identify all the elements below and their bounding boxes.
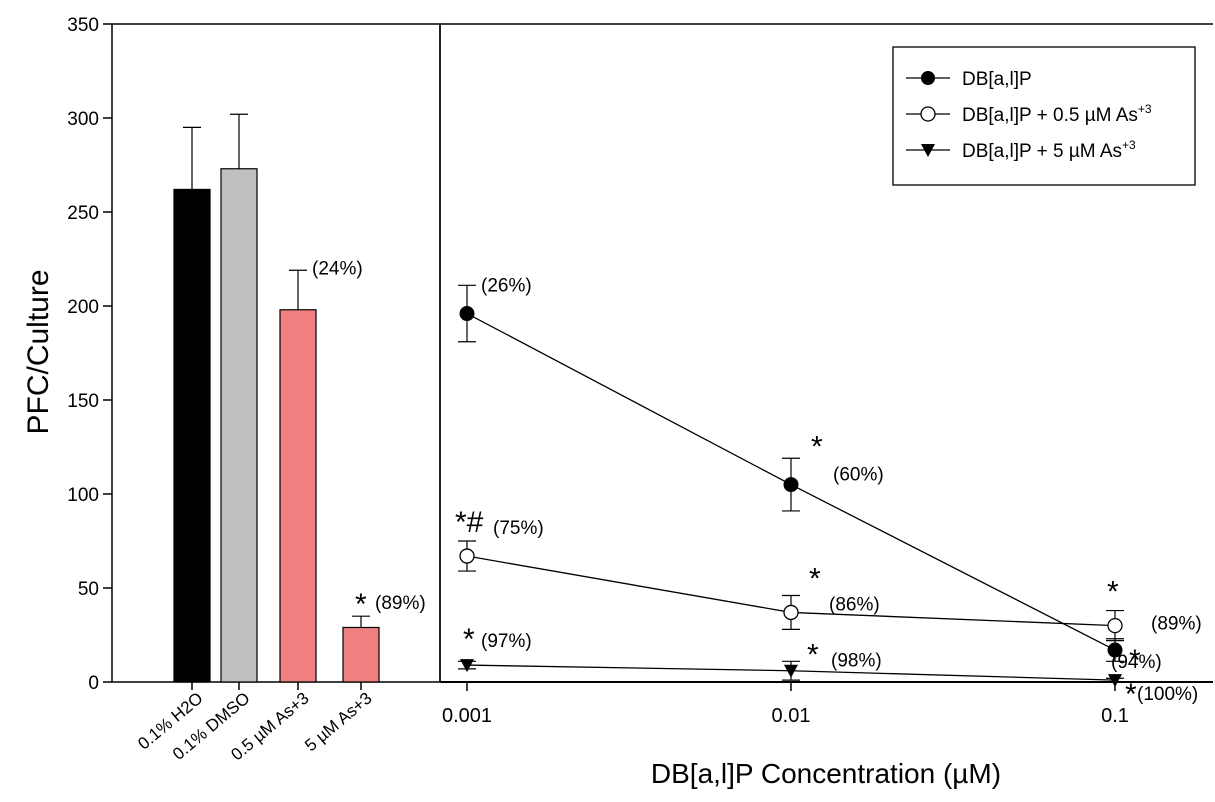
y-tick-label: 150: [67, 391, 99, 412]
percent-annotation: (89%): [1151, 614, 1202, 635]
y-tick-label: 200: [67, 297, 99, 318]
percent-annotation: (75%): [493, 518, 544, 539]
significance-marker: *#: [455, 506, 484, 539]
data-point: [459, 548, 475, 564]
percent-annotation: (98%): [831, 651, 882, 672]
data-point: [459, 306, 475, 322]
y-tick-label: 100: [67, 485, 99, 506]
significance-marker: *: [1107, 576, 1119, 609]
percent-annotation: (89%): [375, 593, 426, 614]
legend-label: DB[a,l]P: [962, 69, 1032, 90]
legend-label: DB[a,l]P + 0.5 µM As+3: [962, 102, 1152, 126]
x-tick-label: 0.001: [442, 705, 492, 727]
legend-marker: [920, 106, 936, 122]
x-tick-label: 5 µM As+3: [301, 689, 375, 756]
data-point: [783, 604, 799, 621]
significance-marker: *: [811, 431, 823, 464]
data-point: [460, 659, 474, 673]
significance-marker: *: [807, 639, 819, 672]
legend-label: DB[a,l]P + 5 µM As+3: [962, 138, 1136, 162]
legend-marker: [921, 144, 935, 157]
y-tick-label: 350: [67, 15, 99, 36]
y-tick-label: 0: [88, 673, 99, 694]
percent-annotation: (100%): [1137, 684, 1198, 705]
bar: [342, 626, 380, 683]
significance-marker: *: [463, 623, 475, 656]
percent-annotation: (94%): [1111, 652, 1162, 673]
x-axis-label: DB[a,l]P Concentration (µM): [651, 758, 1001, 789]
data-point: [1107, 642, 1123, 658]
bar: [279, 309, 317, 683]
x-tick-label: 0.01: [772, 705, 811, 727]
percent-annotation: (60%): [833, 465, 884, 486]
data-point: [784, 664, 798, 678]
percent-annotation: (26%): [481, 276, 532, 297]
legend-marker: [921, 71, 935, 85]
line-chart-panel: 0.001 0.01 0.1(26%)(60%)*(94%)*(75%)*#(86%…: [439, 23, 1213, 727]
percent-annotation: (97%): [481, 631, 532, 652]
significance-marker: *: [809, 562, 821, 595]
bar-plot-frame: [111, 23, 441, 683]
percent-annotation: (24%): [312, 258, 363, 279]
bar: [173, 188, 211, 683]
data-point: [1107, 617, 1123, 634]
significance-marker: *: [1129, 644, 1141, 677]
significance-marker: *: [355, 588, 367, 621]
legend-frame: [892, 46, 1196, 186]
data-point: [783, 477, 799, 493]
bar: [220, 168, 258, 683]
significance-marker: *: [1125, 678, 1137, 711]
data-point: [1108, 674, 1122, 688]
y-tick-label: 250: [67, 203, 99, 224]
x-tick-label: 0.1: [1101, 705, 1129, 727]
y-tick-label: 300: [67, 109, 99, 130]
y-tick-label: 50: [78, 579, 99, 600]
legend: DB[a,l]P DB[a,l]P + 0.5 µM As+3 DB[a,l]P +…: [892, 46, 1196, 186]
y-axis-label: PFC/Culture: [22, 269, 55, 434]
percent-annotation: (86%): [829, 594, 880, 615]
